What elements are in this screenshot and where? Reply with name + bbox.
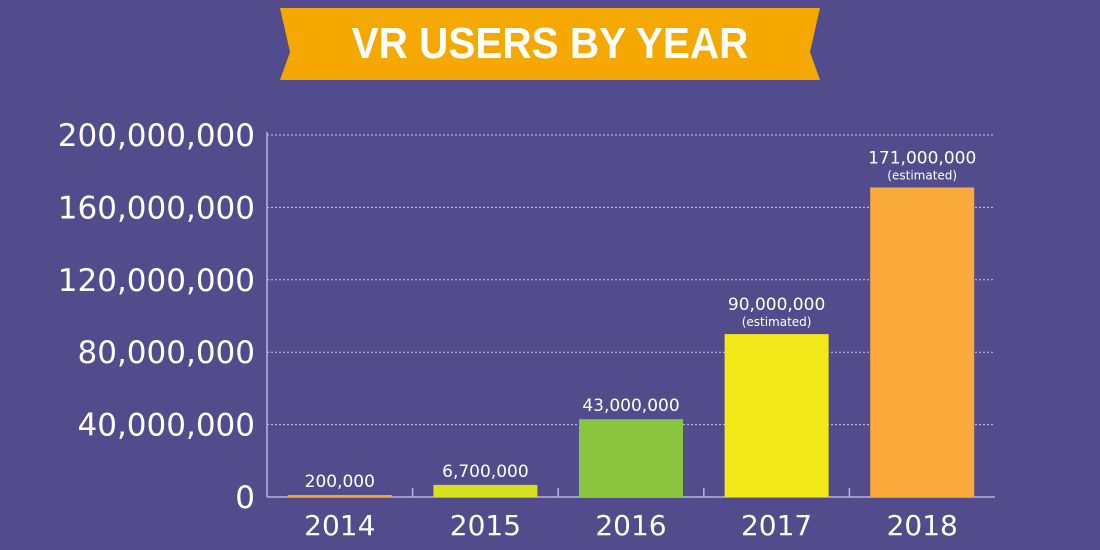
x-tick-label: 2016 (595, 509, 666, 542)
x-tick-label: 2017 (741, 509, 812, 542)
bar-2016 (579, 419, 683, 497)
bar-2015 (433, 484, 538, 497)
y-tick-label: 0 (235, 480, 255, 516)
y-tick-label: 200,000,000 (58, 118, 255, 154)
x-tick-label: 2018 (887, 509, 958, 542)
data-label: 90,000,000 (728, 295, 825, 315)
data-annotation: (estimated) (887, 168, 957, 182)
y-tick-label: 120,000,000 (58, 263, 255, 299)
y-tick-label: 160,000,000 (58, 190, 255, 226)
bar-2017 (724, 334, 829, 497)
data-annotation: (estimated) (742, 315, 812, 329)
chart-title: VR USERS BY YEAR (351, 19, 749, 68)
data-label: 200,000 (305, 472, 375, 492)
data-label: 171,000,000 (868, 148, 976, 168)
y-tick-label: 40,000,000 (78, 408, 256, 444)
title-banner (280, 8, 820, 80)
y-tick-label: 80,000,000 (78, 335, 256, 371)
data-label: 43,000,000 (582, 396, 679, 416)
data-label: 6,700,000 (442, 462, 529, 482)
bar-2018 (870, 187, 975, 498)
x-tick-label: 2015 (450, 509, 521, 542)
x-tick-label: 2014 (304, 509, 375, 542)
bar-2014 (287, 495, 392, 497)
